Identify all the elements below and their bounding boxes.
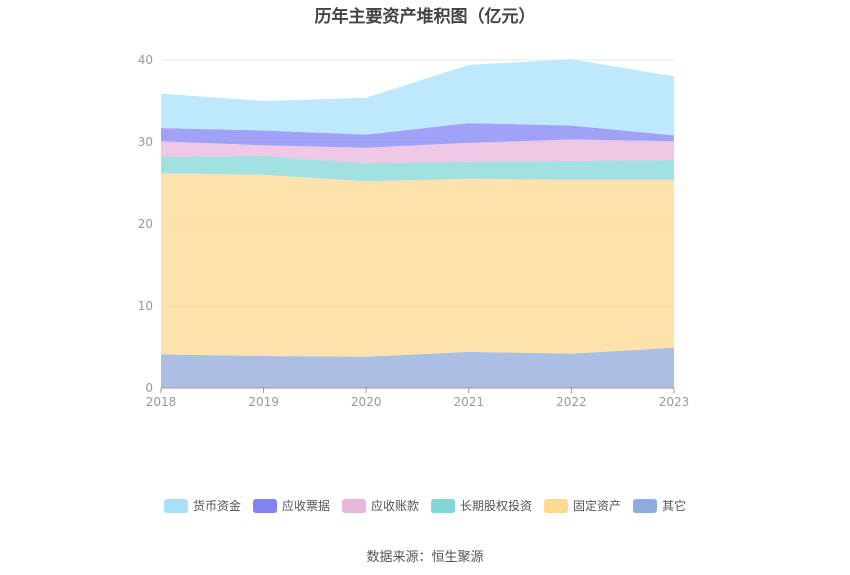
legend-item[interactable]: 应收票据 [252,497,330,514]
legend-item[interactable]: 货币资金 [163,497,241,514]
x-tick-label: 2023 [659,395,690,409]
x-tick-label: 2021 [454,395,485,409]
legend-swatch [341,498,366,513]
legend-item[interactable]: 应收账款 [341,497,419,514]
area-series-3 [161,139,674,164]
legend-swatch [252,498,277,513]
area-series-4 [161,123,674,148]
y-tick-label: 0 [145,381,153,395]
legend-label: 固定资产 [573,499,622,513]
x-tick-label: 2019 [248,395,279,409]
legend-swatch [431,498,455,513]
chart-legend: 货币资金 应收票据 应收账款 长期股权投资 固定资产 其它 [0,497,850,514]
legend-item[interactable]: 其它 [633,497,686,514]
chart-title: 历年主要资产堆积图（亿元） [314,7,536,27]
legend-item[interactable]: 固定资产 [544,497,621,514]
legend-swatch [544,498,569,513]
y-tick-label: 10 [138,299,153,313]
area-series-5 [161,59,674,136]
legend-swatch [633,498,658,513]
y-tick-label: 20 [138,217,153,231]
area-series-2 [161,155,674,182]
legend-item[interactable]: 长期股权投资 [431,497,532,514]
area-series-1 [161,173,674,357]
y-tick-label: 40 [138,53,153,67]
legend-swatch [163,498,188,513]
x-tick-label: 2022 [556,395,587,409]
stacked-area-chart: 0 10 20 30 40 2018 2019 2020 2021 2022 2023 [138,53,690,409]
legend-label: 应收票据 [281,499,330,513]
legend-label: 其它 [662,499,687,513]
area-series-0 [161,347,674,388]
legend-label: 长期股权投资 [460,499,533,513]
y-tick-label: 30 [138,135,153,149]
x-tick-label: 2020 [351,395,382,409]
x-tick-label: 2018 [146,395,177,409]
legend-label: 货币资金 [192,499,241,513]
data-source: 数据来源：恒生聚源 [366,550,484,565]
legend-label: 应收账款 [370,499,419,513]
